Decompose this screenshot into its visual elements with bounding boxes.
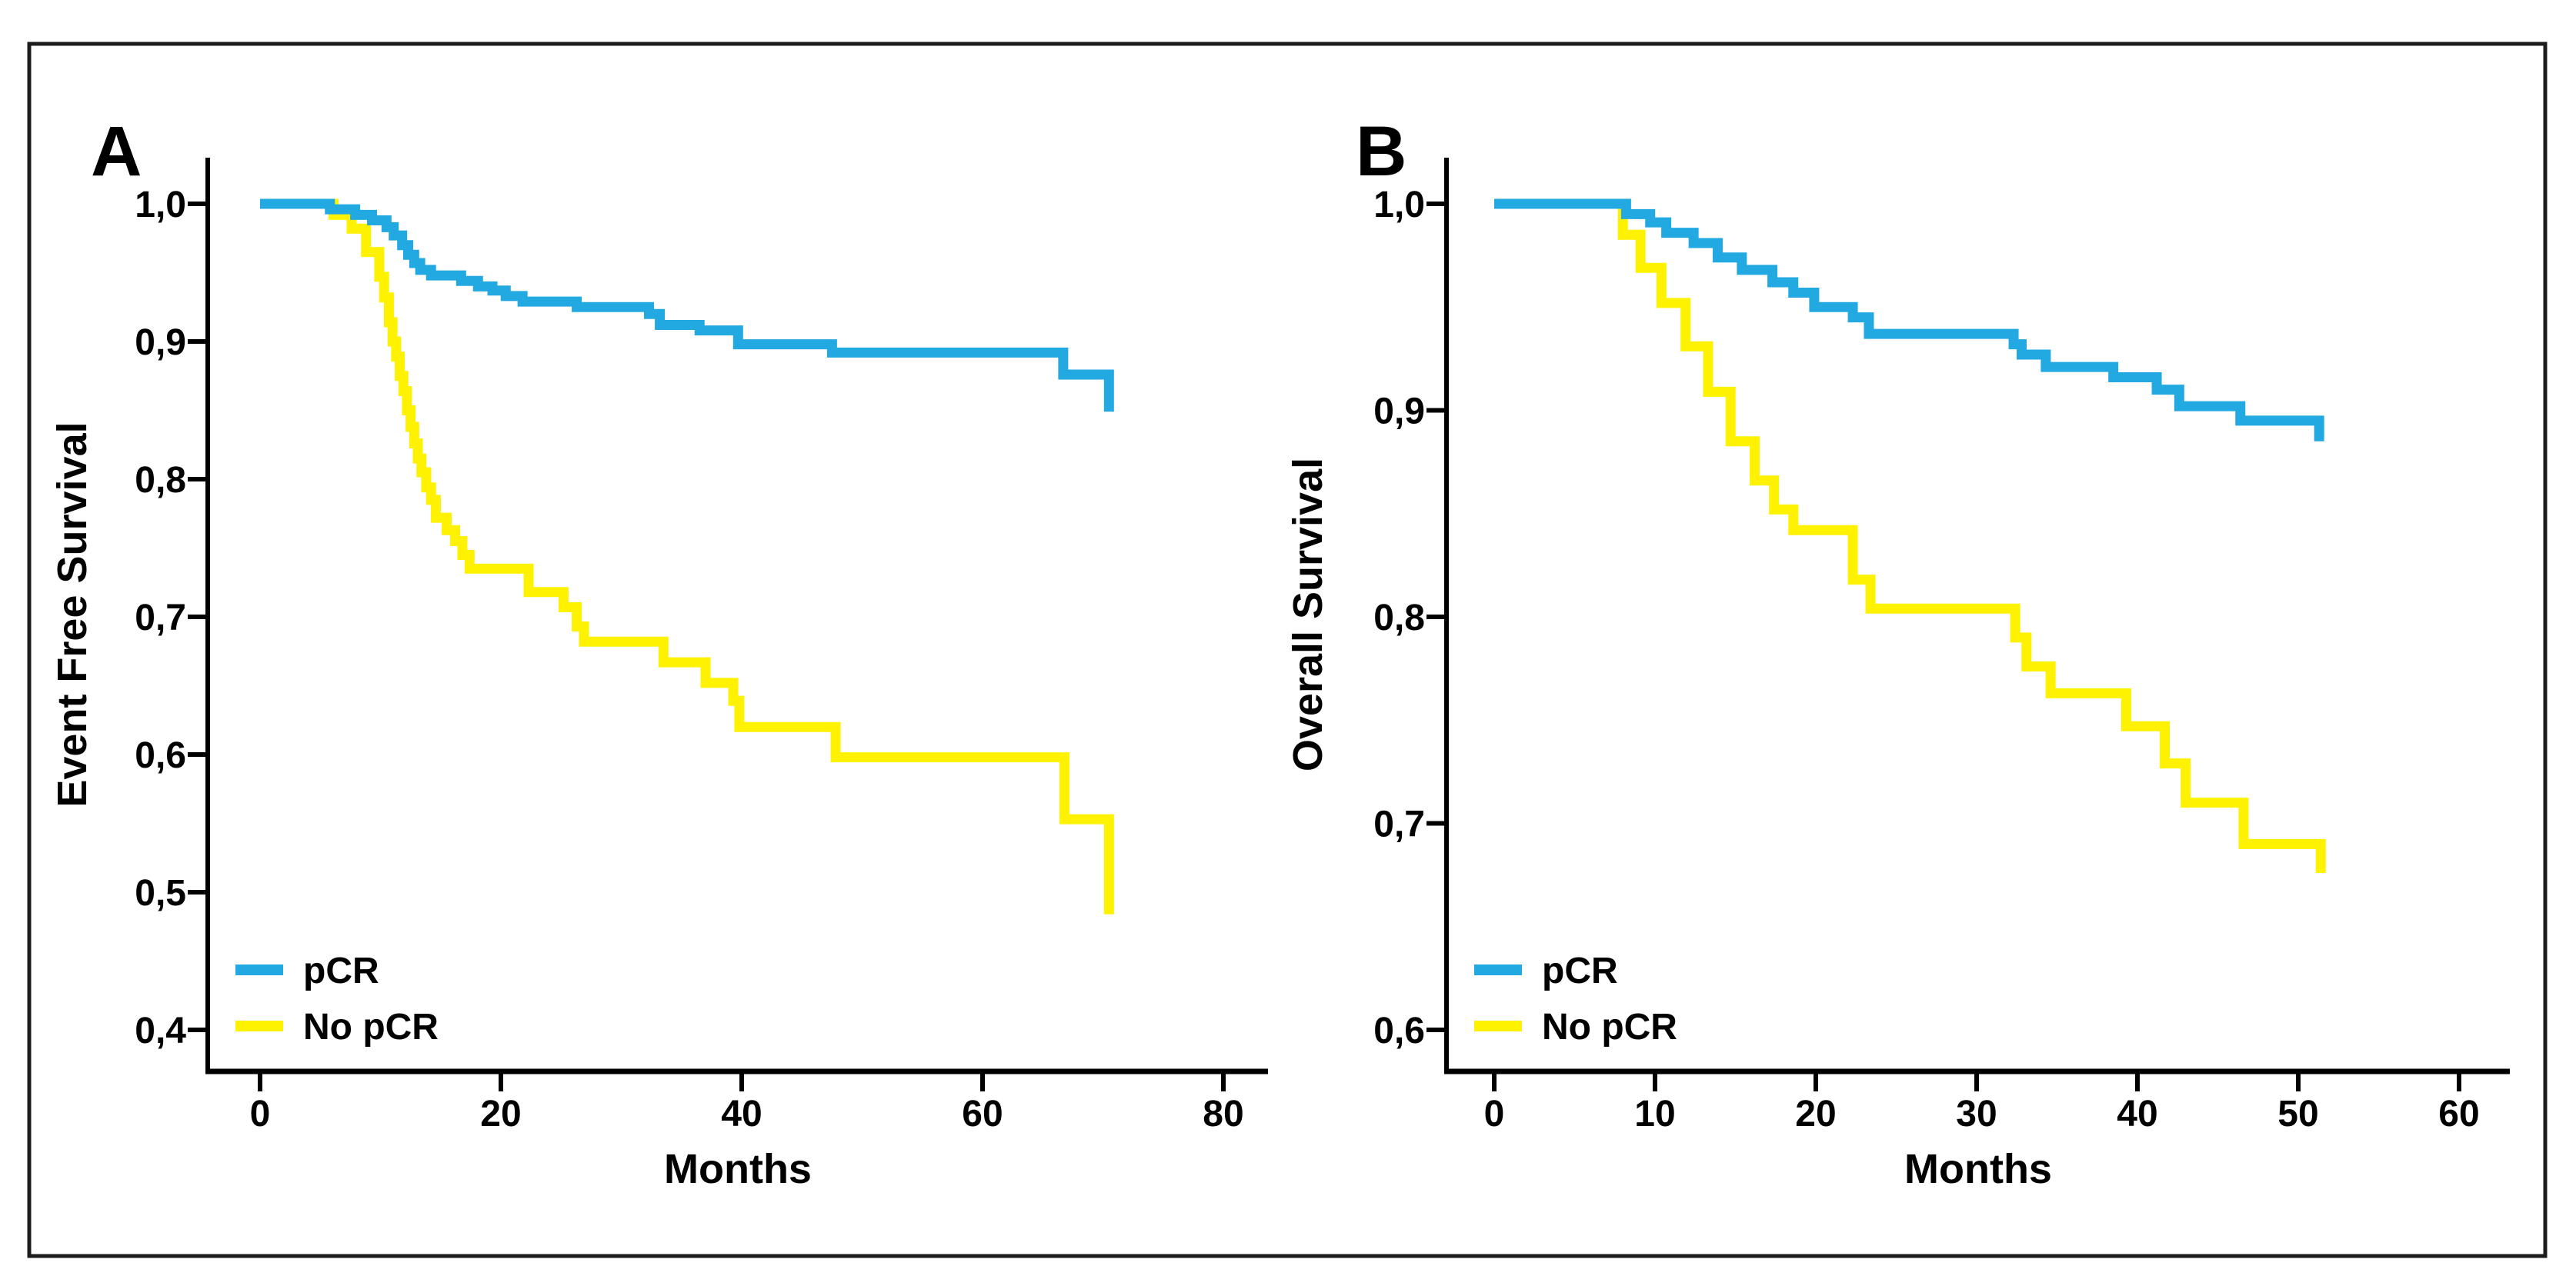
panel-a-y-axis-title: Event Free Survival xyxy=(49,421,95,807)
y-tick-label: 0,6 xyxy=(135,735,186,776)
x-tick-label: 0 xyxy=(250,1094,271,1134)
x-tick-label: 60 xyxy=(962,1094,1003,1134)
y-tick-label: 1,0 xyxy=(1373,185,1425,225)
x-tick-label: 40 xyxy=(721,1094,762,1134)
panel-a-legend-label-no-pcr: No pCR xyxy=(303,1007,439,1048)
panel-a-legend-label-pcr: pCR xyxy=(303,951,379,991)
x-tick-label: 60 xyxy=(2438,1094,2479,1134)
y-tick-label: 0,8 xyxy=(135,460,186,501)
y-tick-label: 0,5 xyxy=(135,873,186,914)
figure-border xyxy=(27,42,2548,1258)
panel-b-letter: B xyxy=(1356,112,1406,191)
survival-curve-no-pcr xyxy=(1494,198,2326,873)
x-tick-label: 30 xyxy=(1956,1094,1997,1134)
panel-b-y-axis-title: Overall Survival xyxy=(1285,458,1331,771)
x-tick-label: 20 xyxy=(1795,1094,1836,1134)
y-tick-label: 0,9 xyxy=(1373,391,1425,432)
y-tick-label: 0,8 xyxy=(1373,598,1425,638)
y-tick-label: 0,7 xyxy=(1373,805,1425,845)
x-tick-label: 40 xyxy=(2117,1094,2157,1134)
survival-curve-no-pcr xyxy=(260,198,1114,915)
y-tick-label: 0,7 xyxy=(135,598,186,638)
panel-b-plot: 0 10 20 30 40 50 60 1,0 0,9 0,8 0,7 0,6 xyxy=(1373,158,2510,1134)
survival-curve-pcr xyxy=(1494,198,2324,441)
y-tick-label: 0,4 xyxy=(135,1011,186,1051)
y-tick-label: 1,0 xyxy=(135,185,186,225)
x-tick-label: 80 xyxy=(1203,1094,1243,1134)
x-tick-label: 10 xyxy=(1634,1094,1675,1134)
panel-a-plot: 0 20 40 60 80 1,0 0,9 0,8 0,7 0,6 0,5 0,4 xyxy=(135,158,1268,1134)
panel-b-legend-label-pcr: pCR xyxy=(1542,951,1618,991)
y-tick-label: 0,9 xyxy=(135,322,186,363)
x-tick-label: 50 xyxy=(2277,1094,2318,1134)
panel-b-legend-label-no-pcr: No pCR xyxy=(1542,1007,1677,1048)
x-tick-label: 20 xyxy=(480,1094,521,1134)
survival-curve-pcr xyxy=(260,198,1114,412)
panel-b-x-axis-title: Months xyxy=(1904,1146,2052,1192)
panel-a-letter: A xyxy=(91,112,142,191)
y-tick-label: 0,6 xyxy=(1373,1011,1425,1051)
panel-a-x-axis-title: Months xyxy=(664,1146,812,1192)
x-tick-label: 0 xyxy=(1484,1094,1505,1134)
